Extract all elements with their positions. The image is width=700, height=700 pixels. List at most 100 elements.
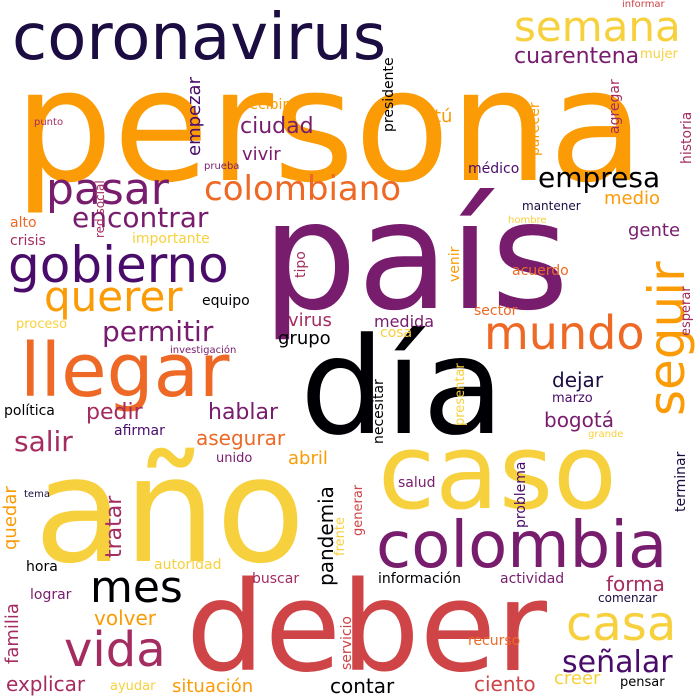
word-presentar: presentar xyxy=(453,363,468,426)
word-pensar: pensar xyxy=(620,675,665,690)
word-tratar: tratar xyxy=(102,495,127,558)
word-alto: alto xyxy=(10,215,37,231)
word-grupo: grupo xyxy=(278,328,331,349)
word-prueba: prueba xyxy=(204,161,240,172)
word-virus: virus xyxy=(288,310,332,331)
word-medida: medida xyxy=(374,312,434,331)
word-actividad: actividad xyxy=(500,571,565,587)
word-grande: grande xyxy=(588,429,624,440)
word-asegurar: asegurar xyxy=(196,426,286,450)
word-coronavirus: coronavirus xyxy=(12,1,387,75)
word-cuarentena: cuarentena xyxy=(514,44,640,69)
word-ciudad: ciudad xyxy=(240,114,314,139)
word-marzo: marzo xyxy=(552,391,593,406)
word-colombiano: colombiano xyxy=(204,169,402,209)
word-salir: salir xyxy=(14,425,73,458)
word-hombre: hombre xyxy=(508,215,547,226)
word-senalar: señalar xyxy=(562,645,673,680)
word-necesitar: necesitar xyxy=(371,379,387,444)
word-esperar: esperar xyxy=(679,286,694,336)
word-hora: hora xyxy=(26,559,58,575)
word-deber: deber xyxy=(186,556,547,700)
word-importante: importante xyxy=(132,231,210,247)
word-salud: salud xyxy=(398,475,436,491)
word-parecer: parecer xyxy=(527,102,543,156)
word-encontrar: encontrar xyxy=(72,201,209,234)
word-red-social: red social xyxy=(93,180,107,238)
word-comenzar: comenzar xyxy=(598,591,658,605)
word-situacion: situación xyxy=(172,676,254,697)
word-proceso: proceso xyxy=(16,317,68,332)
word-dia: día xyxy=(300,309,505,465)
word-servicio: servicio xyxy=(339,616,355,670)
word-acuerdo: acuerdo xyxy=(512,263,569,279)
word-generar: generar xyxy=(351,484,366,536)
word-pasar: pasar xyxy=(46,164,169,215)
word-crisis: crisis xyxy=(10,233,46,249)
word-forma: forma xyxy=(606,572,665,596)
word-empezar: empezar xyxy=(184,77,205,156)
word-ano: año xyxy=(34,426,306,596)
word-llegar: llegar xyxy=(20,328,230,414)
word-problema: problema xyxy=(513,461,529,528)
word-cosa: cosa xyxy=(380,325,413,341)
word-unido: unido xyxy=(216,451,253,466)
word-contar: contar xyxy=(330,674,395,698)
word-agregar: agregar xyxy=(607,79,623,134)
word-hablar: hablar xyxy=(208,400,279,425)
word-autoridad: autoridad xyxy=(154,557,222,573)
word-equipo: equipo xyxy=(202,293,250,309)
word-informar: informar xyxy=(622,0,665,10)
word-pais: país xyxy=(262,170,569,344)
word-pandemia: pandemia xyxy=(314,486,338,586)
word-tema: tema xyxy=(24,489,50,500)
word-medico: médico xyxy=(468,161,520,177)
word-presidente: presidente xyxy=(381,57,397,132)
word-recibir: recibir xyxy=(244,97,289,113)
word-informacion: información xyxy=(378,571,462,587)
word-creer: creer xyxy=(554,668,601,689)
word-mantener: mantener xyxy=(522,199,581,213)
word-abril: abril xyxy=(288,448,328,469)
word-tipo: tipo xyxy=(293,251,309,278)
word-bogota: bogotá xyxy=(544,408,614,432)
word-vida: vida xyxy=(64,622,166,678)
word-caso: caso xyxy=(378,411,617,533)
word-recurso: recurso xyxy=(468,633,521,649)
word-buscar: buscar xyxy=(252,571,300,587)
word-venir: venir xyxy=(447,246,463,282)
word-quedar: quedar xyxy=(0,486,21,550)
word-gente: gente xyxy=(628,220,681,241)
word-semana: semana xyxy=(514,2,681,51)
word-medio: medio xyxy=(604,188,661,209)
word-pedir: pedir xyxy=(86,400,143,425)
word-colombia: colombia xyxy=(376,509,668,583)
word-ciento: ciento xyxy=(474,672,536,696)
word-familia: familia xyxy=(2,603,23,664)
word-politica: política xyxy=(4,403,55,419)
word-mundo: mundo xyxy=(484,306,645,360)
word-afirmar: afirmar xyxy=(114,423,165,439)
word-persona: persona xyxy=(14,35,645,217)
word-sector: sector xyxy=(474,303,518,319)
word-explicar: explicar xyxy=(6,672,86,696)
word-casa: casa xyxy=(566,596,677,652)
word-mujer: mujer xyxy=(640,47,678,62)
word-seguir: seguir xyxy=(638,261,696,416)
word-querer: querer xyxy=(44,272,183,321)
word-vivir: vivir xyxy=(242,144,281,165)
word-ayudar: ayudar xyxy=(110,679,156,694)
word-lograr: lograr xyxy=(30,587,72,603)
word-empresa: empresa xyxy=(538,161,661,194)
word-historia: historia xyxy=(679,111,695,164)
word-mes: mes xyxy=(90,562,183,613)
word-investigacion: investigación xyxy=(170,345,237,356)
word-terminar: terminar xyxy=(673,451,689,512)
word-permitir: permitir xyxy=(102,315,214,348)
word-gobierno: gobierno xyxy=(8,236,229,294)
word-punto: punto xyxy=(34,117,64,128)
word-tu: tú xyxy=(434,106,453,127)
word-dejar: dejar xyxy=(552,368,604,392)
word-volver: volver xyxy=(94,606,156,630)
